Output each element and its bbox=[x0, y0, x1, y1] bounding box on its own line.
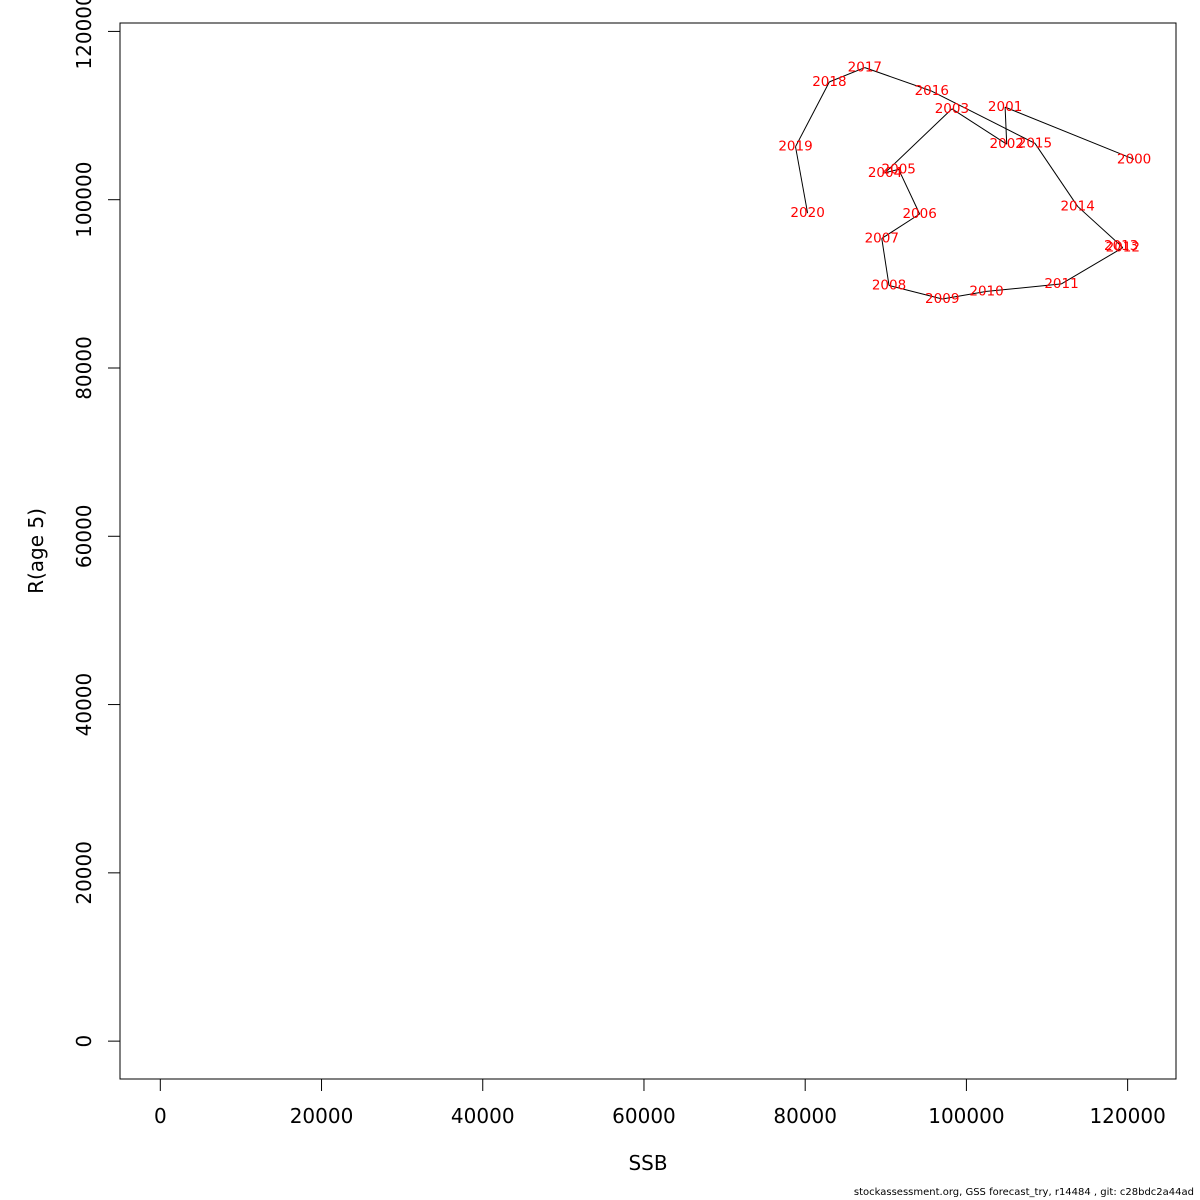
trajectory-segment bbox=[864, 67, 932, 92]
trajectory-segment bbox=[986, 283, 1062, 292]
trajectory-segment bbox=[795, 81, 830, 147]
x-tick-label: 0 bbox=[154, 1104, 167, 1128]
trajectory-line bbox=[795, 67, 1135, 300]
year-label-2011: 2011 bbox=[1044, 276, 1078, 292]
x-tick-label: 100000 bbox=[928, 1104, 1004, 1128]
trajectory-segment bbox=[1077, 206, 1122, 247]
year-label-2009: 2009 bbox=[925, 291, 959, 307]
year-labels: 2000200120022003200420052006200720082009… bbox=[778, 60, 1151, 307]
y-tick-label: 120000 bbox=[72, 0, 96, 70]
year-label-2012: 2012 bbox=[1106, 240, 1140, 256]
trajectory-segment bbox=[884, 108, 953, 174]
trajectory-segment bbox=[829, 67, 866, 83]
trajectory-segment bbox=[795, 146, 809, 214]
year-label-2005: 2005 bbox=[882, 161, 916, 177]
trajectory-segment bbox=[1120, 245, 1124, 249]
x-tick-label: 20000 bbox=[290, 1104, 354, 1128]
trajectory-segment bbox=[881, 238, 890, 286]
year-label-2008: 2008 bbox=[872, 278, 906, 294]
year-label-2013: 2013 bbox=[1104, 238, 1138, 254]
trajectory-segment bbox=[951, 108, 1007, 145]
year-label-2000: 2000 bbox=[1117, 151, 1151, 167]
x-axis: 0 20000 40000 60000 80000 100000 120000 bbox=[154, 1078, 1166, 1128]
year-label-2003: 2003 bbox=[935, 101, 969, 117]
year-label-2015: 2015 bbox=[1018, 135, 1052, 151]
y-tick-label: 80000 bbox=[72, 336, 96, 400]
year-label-2017: 2017 bbox=[848, 60, 882, 76]
y-axis: 0 20000 40000 60000 80000 100000 120000 bbox=[72, 0, 121, 1048]
trajectory-segment bbox=[888, 285, 943, 300]
x-tick-label: 40000 bbox=[451, 1104, 515, 1128]
trajectory-segment bbox=[884, 168, 899, 174]
trajectory-segment bbox=[942, 290, 987, 300]
x-tick-label: 120000 bbox=[1089, 1104, 1165, 1128]
trajectory-segment bbox=[1034, 143, 1079, 207]
year-label-2010: 2010 bbox=[969, 283, 1003, 299]
trajectory-segment bbox=[1004, 106, 1135, 160]
y-tick-label: 100000 bbox=[72, 162, 96, 238]
year-label-2014: 2014 bbox=[1060, 198, 1094, 214]
year-label-2004: 2004 bbox=[868, 165, 902, 181]
year-label-2002: 2002 bbox=[990, 136, 1024, 152]
year-label-2018: 2018 bbox=[812, 74, 846, 90]
year-label-2006: 2006 bbox=[902, 206, 936, 222]
x-tick-label: 80000 bbox=[773, 1104, 837, 1128]
trajectory-segment bbox=[898, 169, 921, 215]
plot-frame bbox=[119, 22, 1177, 1080]
x-axis-label: SSB bbox=[628, 1151, 667, 1175]
y-tick-label: 60000 bbox=[72, 504, 96, 568]
year-label-2020: 2020 bbox=[790, 205, 824, 221]
y-tick-label: 0 bbox=[72, 1035, 96, 1048]
year-label-2007: 2007 bbox=[865, 230, 899, 246]
x-tick-label: 60000 bbox=[612, 1104, 676, 1128]
year-label-2001: 2001 bbox=[988, 99, 1022, 115]
trajectory-segment bbox=[881, 213, 920, 239]
trajectory-segment bbox=[1004, 107, 1008, 145]
y-tick-label: 20000 bbox=[72, 841, 96, 905]
year-label-2019: 2019 bbox=[778, 139, 812, 155]
footer-credit: stockassessment.org, GSS forecast_try, r… bbox=[853, 1187, 1194, 1198]
y-tick-label: 40000 bbox=[72, 673, 96, 737]
year-label-2016: 2016 bbox=[915, 83, 949, 99]
y-axis-label: R(age 5) bbox=[24, 508, 48, 594]
trajectory-segment bbox=[1061, 247, 1124, 285]
trajectory-segment bbox=[931, 90, 1036, 144]
